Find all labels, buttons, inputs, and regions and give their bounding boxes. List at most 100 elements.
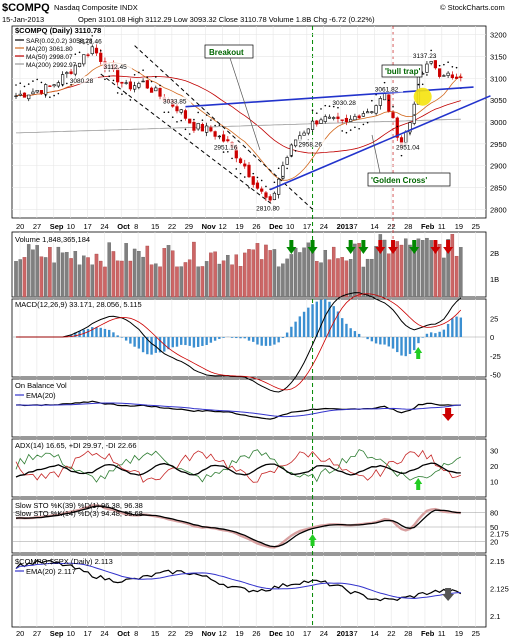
- candle-body: [425, 63, 429, 73]
- volume-bar: [344, 260, 349, 298]
- price-level-label: 3080.28: [70, 78, 94, 85]
- sar-dot: [243, 176, 246, 178]
- sar-dot: [142, 69, 144, 71]
- volume-bar: [192, 241, 196, 298]
- y-tick-label: 50: [490, 523, 498, 532]
- volume-bar: [158, 266, 162, 298]
- sar-dot: [231, 157, 233, 160]
- macd-histogram-bar: [78, 330, 81, 337]
- x-tick-label: 11: [438, 222, 446, 231]
- x-tick-label: 20: [16, 222, 24, 231]
- ma200-line: [15, 118, 461, 134]
- candle-body: [272, 192, 277, 201]
- x-tick-label: 27: [33, 222, 41, 231]
- macd-histogram-bar: [400, 337, 403, 356]
- volume-bar: [200, 266, 205, 298]
- macd-histogram-bar: [421, 337, 424, 338]
- macd-signal-line: [16, 293, 462, 391]
- volume-bar: [281, 263, 285, 298]
- x-tick-label: 22: [168, 222, 176, 231]
- x-tick-label: 17: [83, 222, 91, 231]
- x-tick-label: 26: [252, 629, 260, 638]
- legend-label: SAR(0.02,0.2) 3058.28: [26, 38, 93, 45]
- sar-dot: [222, 151, 225, 153]
- sar-dot: [32, 80, 34, 82]
- x-tick-label: Nov: [202, 629, 217, 638]
- chart-name: Nasdaq Composite INDX: [54, 3, 138, 12]
- x-tick-label: 7: [353, 222, 357, 231]
- panel-frame-adx: [11, 438, 487, 498]
- sar-dot: [324, 104, 327, 107]
- candle-body: [221, 134, 226, 142]
- ratio-ema-line: [15, 562, 461, 600]
- volume-bar: [391, 250, 395, 298]
- sar-dot: [421, 83, 424, 86]
- sar-dot: [150, 80, 153, 83]
- sar-dot: [392, 105, 394, 108]
- legend-label: MA(20) 3061.80: [26, 46, 73, 53]
- sar-dot: [260, 179, 263, 182]
- chart-stats: Open 3101.08 High 3112.29 Low 3093.32 Cl…: [78, 15, 375, 24]
- volume-bar: [141, 256, 145, 298]
- volume-bar: [128, 260, 133, 298]
- volume-arrow: [286, 240, 297, 254]
- downtrend-line-upper: [134, 45, 313, 210]
- y-tick-label: 3100: [490, 74, 507, 83]
- x-tick-label: 24: [100, 629, 108, 638]
- candle-body: [366, 111, 370, 114]
- candle-body: [154, 87, 158, 92]
- volume-bar: [166, 245, 171, 298]
- volume-bar: [82, 255, 86, 298]
- volume-bar: [183, 262, 188, 298]
- candle-body: [378, 98, 382, 106]
- volume-bar: [43, 257, 48, 298]
- y-tick-label: 80: [490, 509, 498, 518]
- macd-histogram-bar: [294, 321, 297, 337]
- price-label-bg: [212, 142, 243, 151]
- candle-body: [310, 120, 315, 130]
- candle-body: [124, 82, 128, 84]
- candle-body: [442, 75, 446, 77]
- candle-body: [226, 139, 230, 142]
- sar-dot: [184, 128, 187, 131]
- price-level-label: 3137.23: [413, 53, 437, 60]
- sar-dot: [286, 167, 288, 170]
- macd-histogram-bar: [434, 333, 437, 337]
- price-level-label: 2951.16: [214, 144, 238, 151]
- macd-histogram-bar: [353, 331, 357, 337]
- macd-histogram-bar: [150, 337, 153, 355]
- volume-bar: [365, 258, 370, 298]
- volume-bar: [48, 247, 52, 298]
- candle-body: [281, 165, 285, 179]
- sar-dot: [74, 53, 77, 56]
- sar-dot: [116, 92, 119, 94]
- x-tick-label: Feb: [421, 629, 435, 638]
- volume-bar: [293, 247, 298, 298]
- y-tick-label: 2.175: [490, 530, 509, 539]
- sar-dot: [40, 81, 43, 84]
- macd-histogram-bar: [425, 333, 429, 337]
- sar-dot: [400, 154, 403, 157]
- x-tick-label: 15: [151, 629, 159, 638]
- candle-body: [128, 81, 132, 90]
- candle-body: [213, 131, 217, 137]
- volume-bar: [336, 258, 340, 298]
- candle-body: [429, 61, 433, 64]
- sar-dot: [438, 64, 441, 67]
- price-label-bg: [161, 96, 192, 105]
- macd-histogram-bar: [154, 337, 157, 353]
- price-label-bg: [102, 62, 132, 71]
- plus-di-line: [15, 449, 461, 483]
- candle-body: [183, 110, 188, 119]
- candle-body: [149, 87, 154, 93]
- sar-dot: [256, 176, 259, 179]
- volume-bar: [217, 263, 222, 298]
- sar-dot: [66, 82, 68, 85]
- volume-bar: [302, 247, 306, 298]
- volume-bar: [416, 238, 421, 298]
- x-tick-label: 10: [286, 629, 294, 638]
- sar-dot: [91, 35, 94, 37]
- macd-histogram-bar: [124, 337, 128, 341]
- volume-bar: [204, 261, 209, 298]
